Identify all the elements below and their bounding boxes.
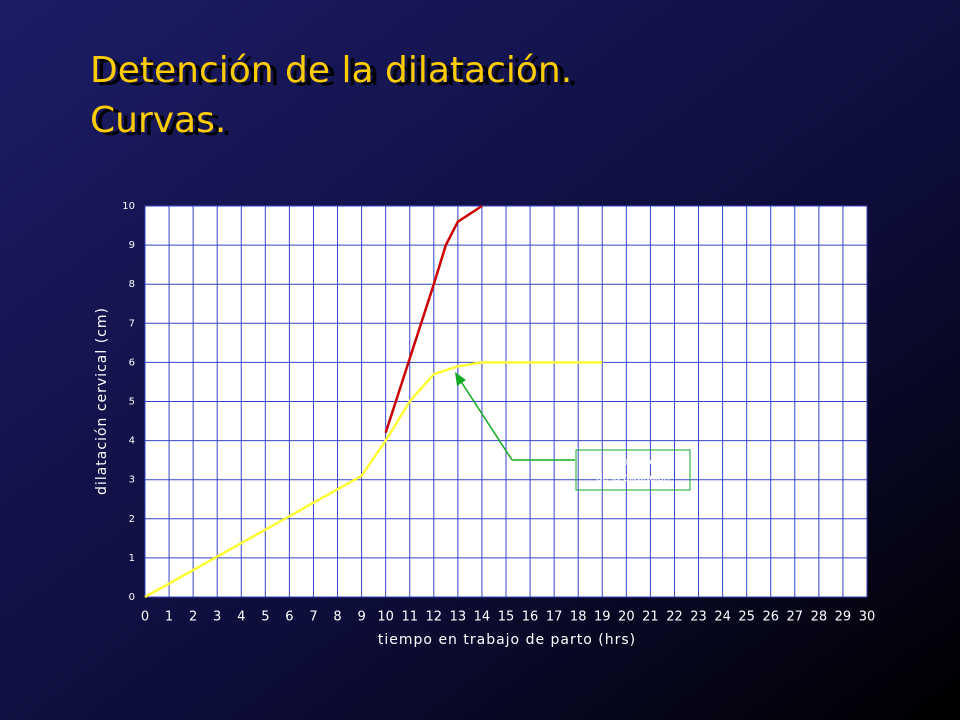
chart-title: Curvas. [90, 100, 226, 141]
annotation-arrowhead [455, 372, 466, 386]
x-tick-label: 16 [522, 610, 539, 625]
y-tick-label: 10 [122, 201, 135, 212]
x-tick-label: 30 [859, 610, 876, 625]
y-tick-label: 2 [129, 514, 135, 525]
x-tick-label: 21 [642, 610, 659, 625]
y-tick-label: 7 [129, 318, 135, 329]
annotation-line [459, 379, 513, 461]
x-tick-label: 27 [787, 610, 804, 625]
x-tick-label: 6 [285, 610, 293, 625]
x-tick-label: 4 [237, 610, 245, 625]
x-tick-label: 18 [570, 610, 587, 625]
y-tick-label: 1 [129, 553, 135, 564]
x-tick-label: 9 [357, 610, 365, 625]
annotation-text: de la dilatación [596, 472, 669, 484]
x-tick-label: 19 [594, 610, 611, 625]
x-tick-label: 22 [666, 610, 683, 625]
annotation-text: interrupción [604, 456, 661, 468]
x-tick-label: 20 [618, 610, 635, 625]
x-tick-label: 24 [714, 610, 731, 625]
y-tick-label: 8 [129, 279, 135, 290]
x-tick-label: 2 [189, 610, 197, 625]
x-tick-label: 29 [835, 610, 852, 625]
x-tick-label: 28 [811, 610, 828, 625]
title-shadow: Detención de la dilatación. [96, 53, 578, 94]
x-tick-label: 0 [141, 610, 149, 625]
y-axis-label: dilatación cervical (cm) [94, 307, 110, 495]
y-tick-label: 4 [129, 436, 135, 447]
y-tick-label: 3 [129, 475, 135, 486]
x-tick-label: 13 [450, 610, 467, 625]
annotation-box [575, 449, 691, 491]
x-tick-label: 3 [213, 610, 221, 625]
x-tick-label: 7 [309, 610, 317, 625]
data-line [144, 361, 603, 599]
x-tick-label: 26 [762, 610, 779, 625]
x-tick-label: 15 [498, 610, 515, 625]
x-axis-label: tiempo en trabajo de parto (hrs) [378, 632, 636, 648]
x-tick-label: 8 [333, 610, 341, 625]
chart-title: Detención de la dilatación. [90, 50, 572, 91]
x-tick-label: 23 [690, 610, 707, 625]
y-tick-label: 9 [129, 240, 135, 251]
x-tick-label: 5 [261, 610, 269, 625]
y-tick-label: 0 [129, 592, 135, 603]
y-tick-label: 6 [129, 357, 135, 368]
x-tick-label: 11 [401, 610, 418, 625]
x-tick-label: 1 [165, 610, 173, 625]
title-shadow: Curvas. [96, 103, 232, 144]
y-tick-label: 5 [129, 397, 135, 408]
x-tick-label: 12 [426, 610, 443, 625]
x-tick-label: 10 [377, 610, 394, 625]
data-line [384, 204, 483, 434]
x-tick-label: 14 [474, 610, 491, 625]
x-tick-label: 25 [738, 610, 755, 625]
x-tick-label: 17 [546, 610, 563, 625]
